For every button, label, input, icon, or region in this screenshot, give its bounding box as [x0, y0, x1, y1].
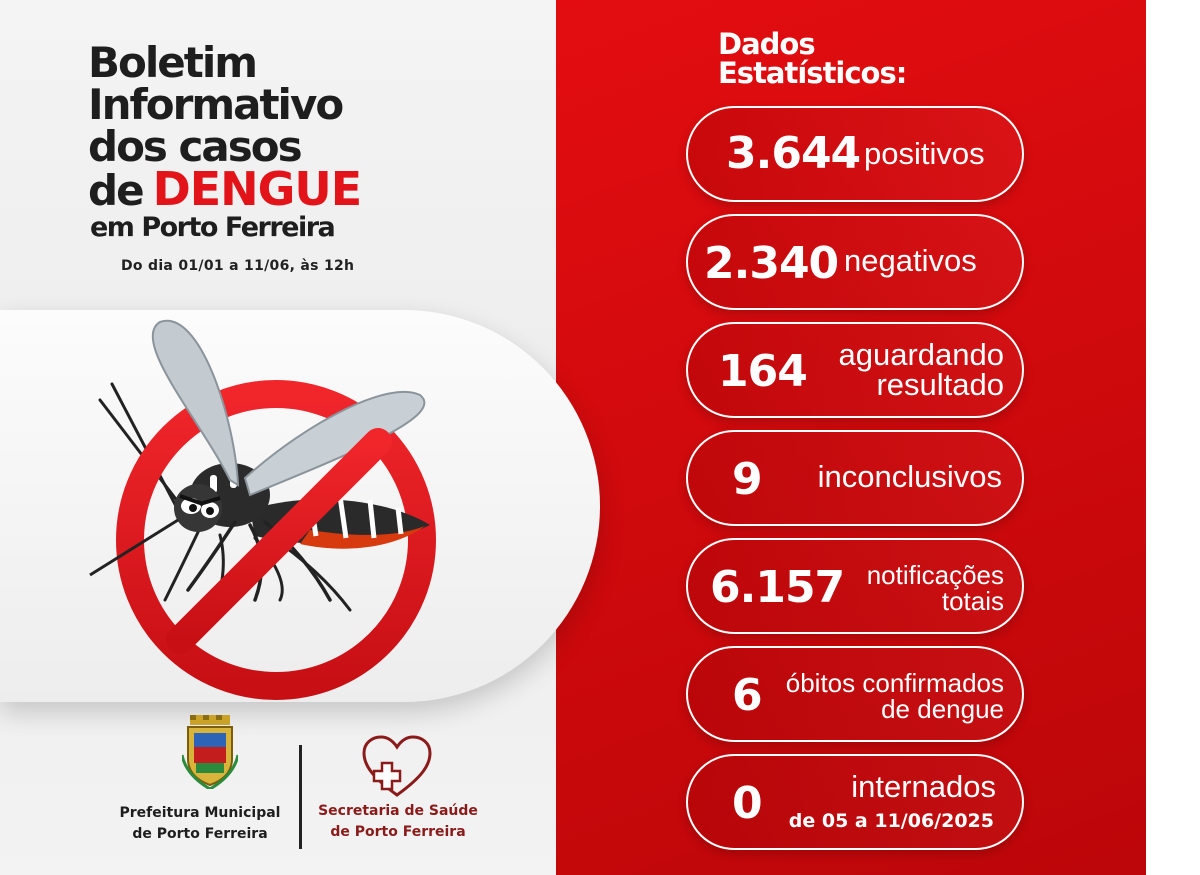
stat-value: 6 — [732, 670, 763, 721]
stats-title-line-2: Estatísticos: — [718, 56, 907, 90]
stat-card-notificacoes: 6.157 notificações totais — [686, 538, 1024, 634]
footer-logos: Prefeitura Municipal de Porto Ferreira S… — [100, 715, 520, 865]
stats-title-line-1: Dados — [718, 27, 816, 61]
stat-label: aguardando resultado — [838, 337, 1005, 402]
stat-card-inconclusivos: 9 inconclusivos — [686, 430, 1024, 526]
heart-cross-icon — [362, 735, 432, 797]
stats-panel — [556, 0, 1146, 875]
stat-label: óbitos confirmados de dengue — [786, 670, 1004, 722]
stat-value: 9 — [732, 454, 763, 505]
stat-card-aguardando: 164 aguardando resultado — [686, 322, 1024, 418]
title-highlight: DENGUE — [152, 162, 363, 216]
stat-value: 0 — [732, 778, 763, 829]
title-line-2: Informativo — [88, 80, 344, 129]
right-margin — [1146, 0, 1200, 875]
stat-label: internados — [851, 769, 996, 804]
title-line-3: dos casos — [88, 122, 303, 171]
logo-divider — [299, 745, 302, 849]
stat-label-line-2: totais — [941, 586, 1004, 616]
no-mosquito-icon — [89, 319, 436, 700]
stat-label: negativos — [844, 243, 977, 278]
title-line-1: Boletim — [88, 38, 258, 87]
stat-value: 6.157 — [710, 562, 845, 613]
title-prefix: de — [88, 166, 145, 215]
prefeitura-label: Prefeitura Municipal de Porto Ferreira — [110, 803, 290, 845]
prefeitura-line-2: de Porto Ferreira — [132, 826, 268, 842]
bulletin-title: Boletim Informativo dos casos de DENGUE — [88, 38, 362, 215]
stat-label: notificações totais — [867, 562, 1004, 614]
stat-label-line-2: resultado — [876, 367, 1004, 402]
stat-label-line-1: aguardando — [838, 337, 1005, 372]
stat-card-internados: 0 internados de 05 a 11/06/2025 — [686, 754, 1024, 850]
stat-label: inconclusivos — [817, 459, 1002, 494]
secretaria-line-2: de Porto Ferreira — [330, 824, 466, 840]
stat-sublabel: de 05 a 11/06/2025 — [788, 810, 994, 832]
secretaria-label: Secretaria de Saúde de Porto Ferreira — [308, 801, 488, 843]
stat-value: 3.644 — [726, 128, 861, 179]
stat-label-line-1: notificações — [866, 560, 1004, 590]
stat-card-positivos: 3.644 positivos — [686, 106, 1024, 202]
secretaria-line-1: Secretaria de Saúde — [318, 803, 478, 819]
title-line-4: de DENGUE — [88, 166, 362, 215]
period-text: Do dia 01/01 a 11/06, às 12h — [121, 258, 355, 274]
stat-label: positivos — [864, 136, 985, 171]
stat-card-obitos: 6 óbitos confirmados de dengue — [686, 646, 1024, 742]
prefeitura-line-1: Prefeitura Municipal — [119, 805, 281, 821]
stat-card-negativos: 2.340 negativos — [686, 214, 1024, 310]
city-subtitle: em Porto Ferreira — [90, 212, 336, 243]
stat-label-line-1: óbitos confirmados — [785, 668, 1004, 698]
city-crest-icon — [182, 715, 238, 789]
stat-value: 2.340 — [704, 238, 839, 289]
stats-title: Dados Estatísticos: — [718, 27, 907, 90]
stat-value: 164 — [718, 346, 808, 397]
stat-label-line-2: de dengue — [881, 694, 1004, 724]
